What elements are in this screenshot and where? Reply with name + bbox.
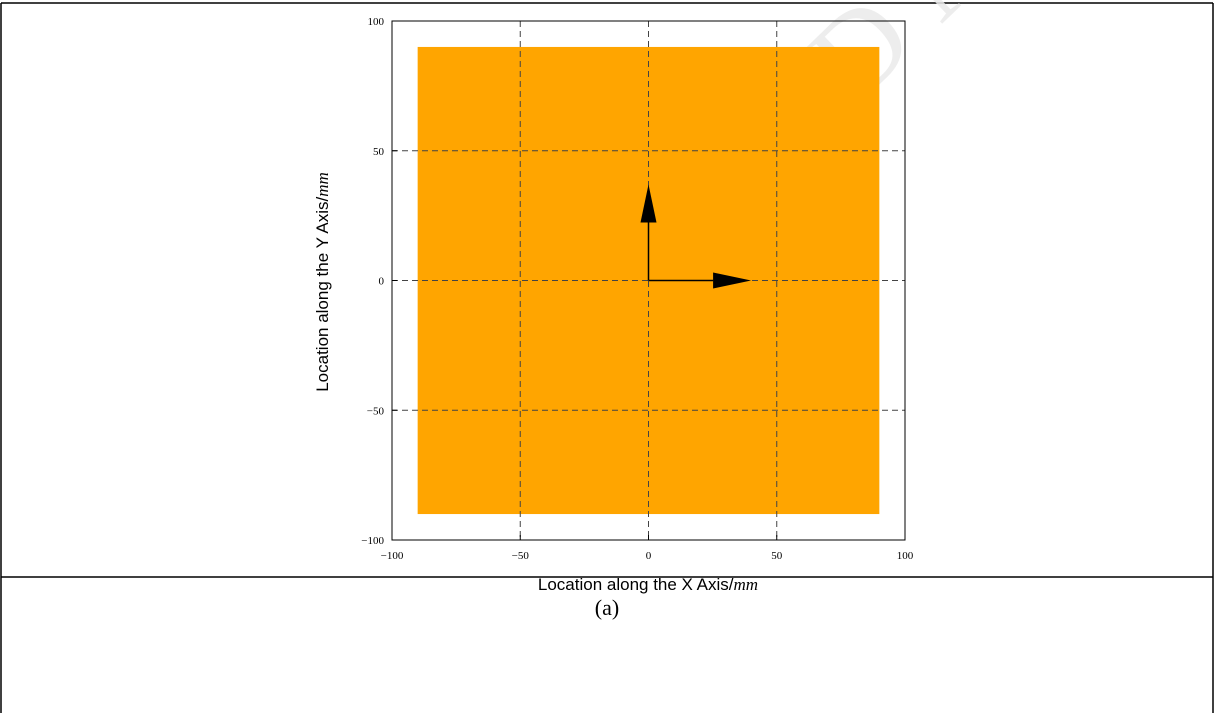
y-tick-label: 100 (368, 16, 385, 28)
x-tick-label: −100 (381, 550, 404, 562)
y-tick-label: −50 (367, 405, 385, 417)
x-axis-label: Location along the X Axis/mm (538, 575, 758, 594)
y-axis-label: Location along the Y Axis/mm (313, 172, 332, 392)
y-arrow-head (640, 184, 657, 223)
y-tick-label: 50 (373, 146, 385, 158)
y-tick-label: 0 (379, 276, 385, 288)
x-tick-label: 50 (771, 550, 783, 562)
x-tick-label: 0 (646, 550, 652, 562)
y-tick-label: −100 (361, 535, 384, 547)
x-tick-label: −50 (512, 550, 530, 562)
x-tick-label: 100 (897, 550, 914, 562)
figure-caption: (a) (594, 595, 620, 620)
ticks: −100 −50 0 50 100 −100 −50 0 50 100 (361, 16, 913, 562)
x-arrow-head (713, 272, 752, 289)
direction-arrows (640, 184, 752, 289)
